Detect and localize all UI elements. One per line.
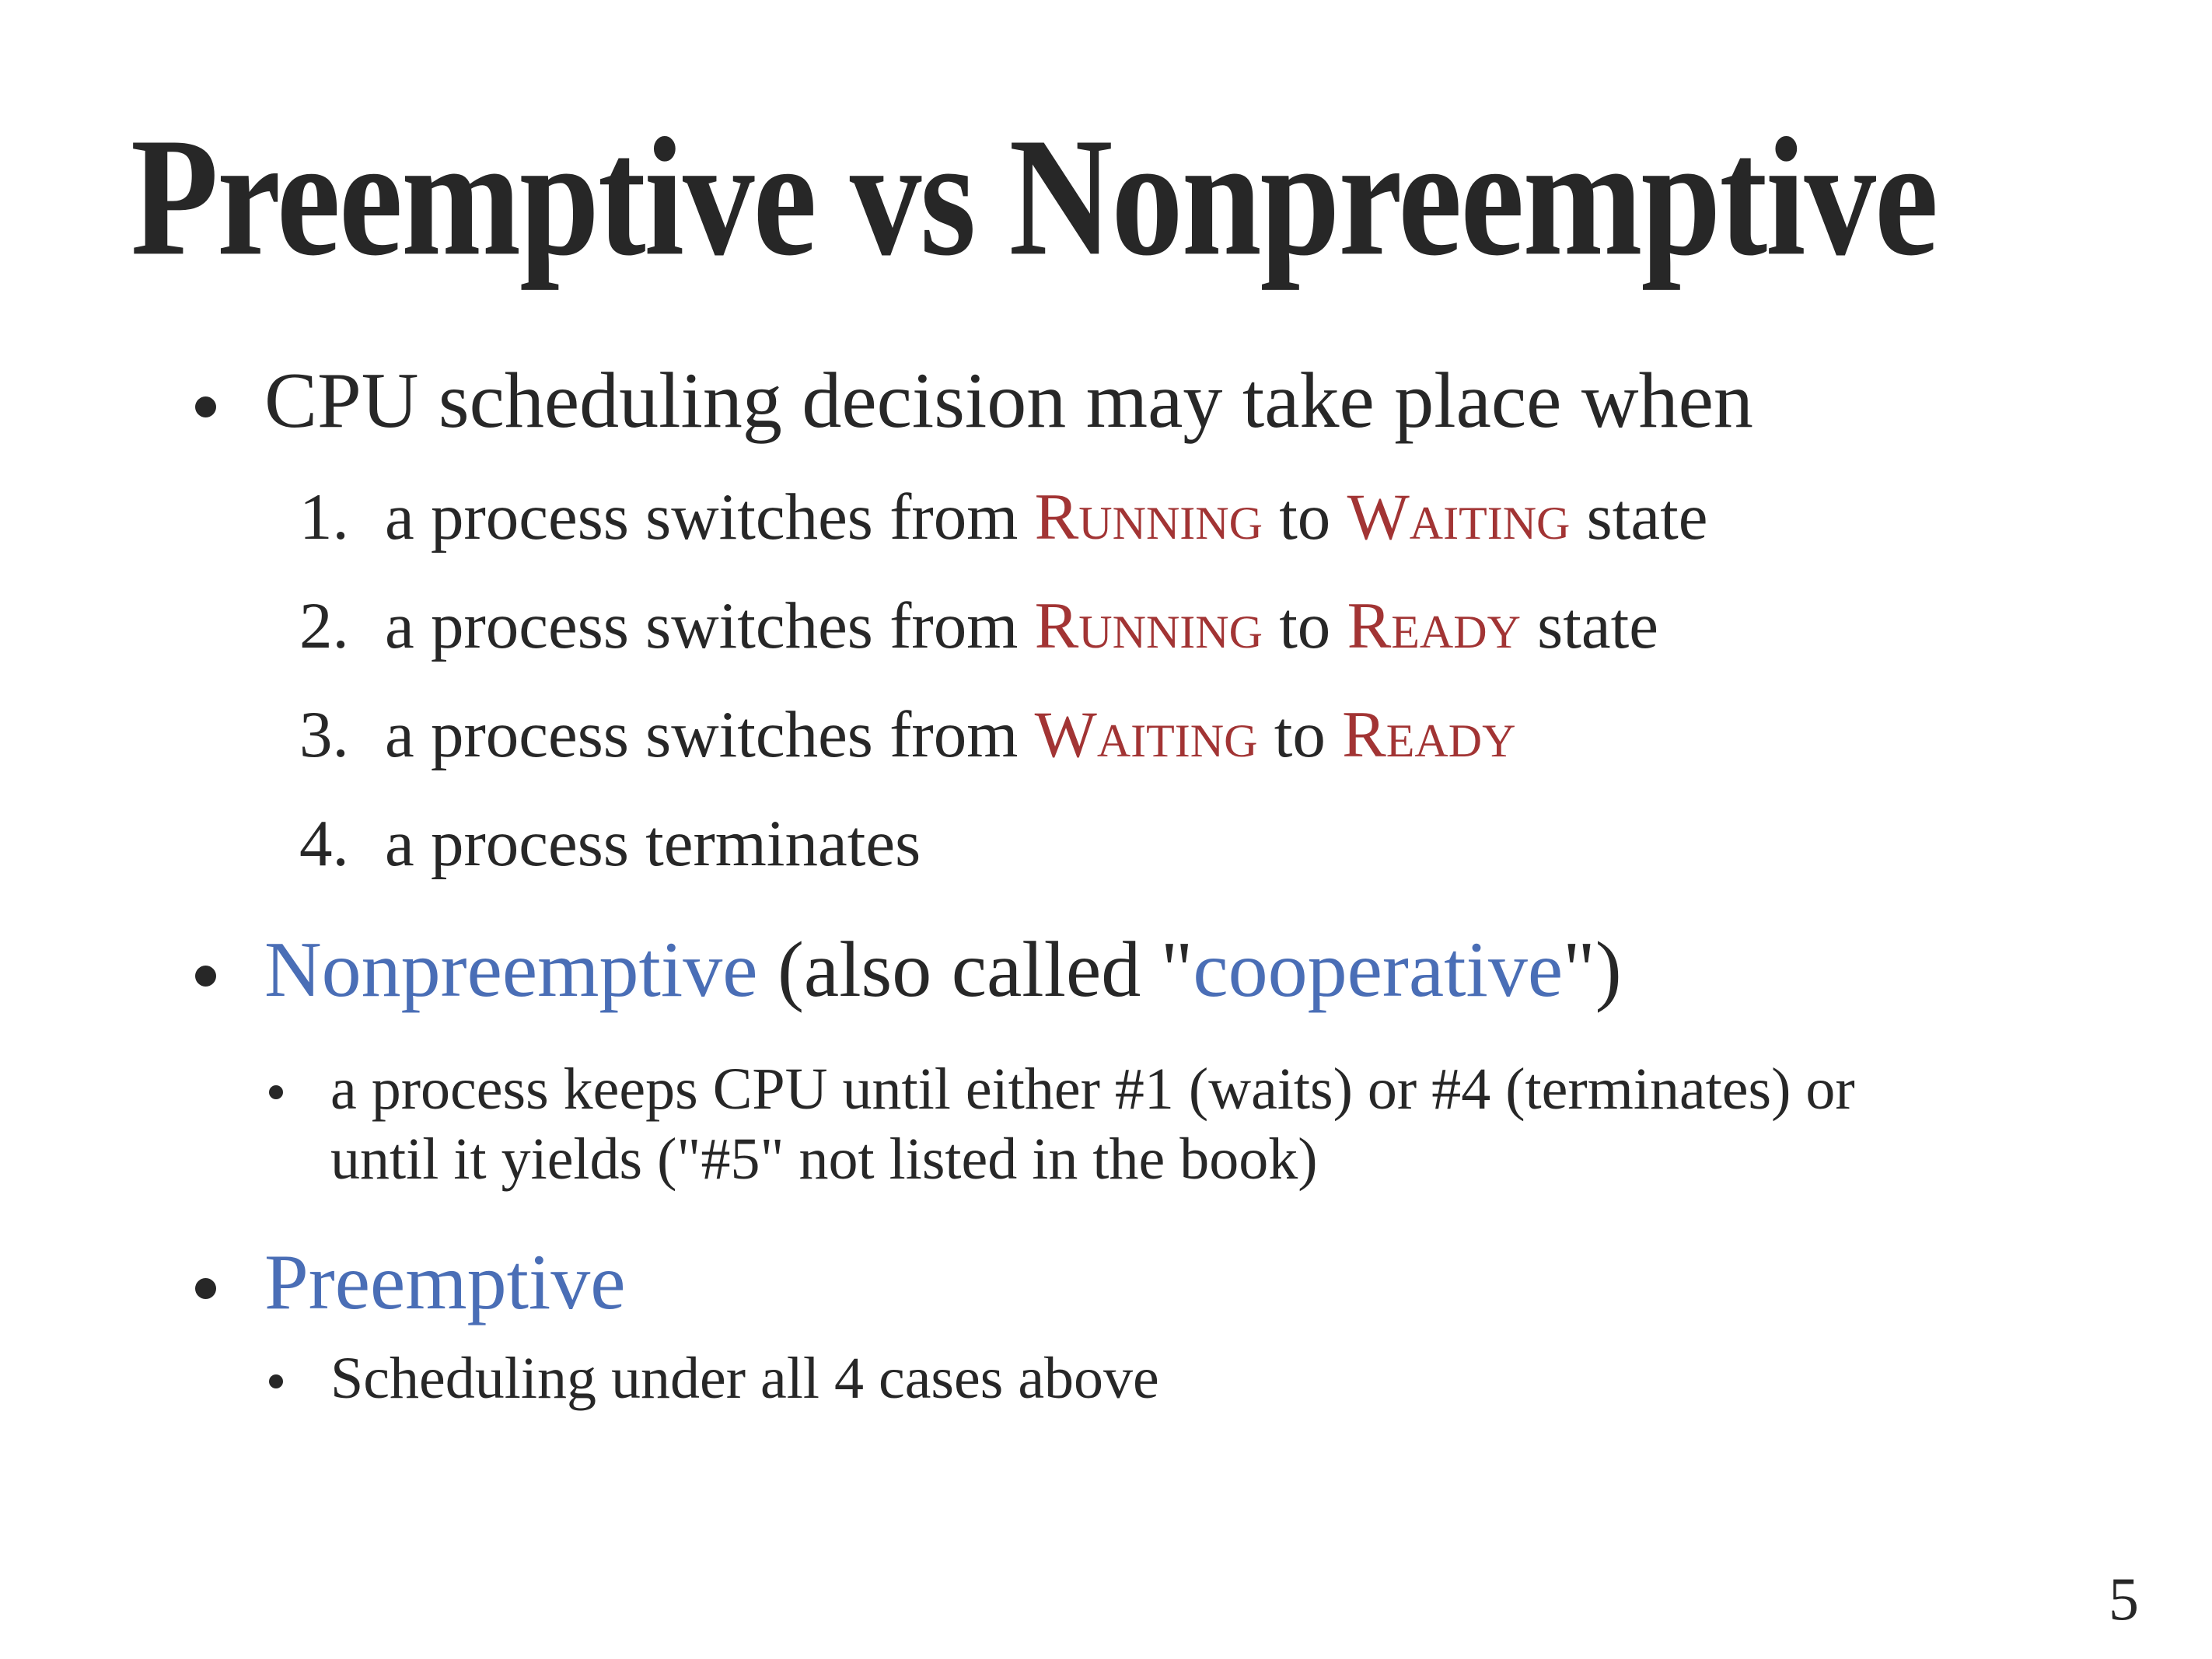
item-number: 4. [299, 807, 349, 880]
bullet-icon [195, 396, 216, 417]
state-name: Running [1034, 480, 1263, 554]
item-text: a process switches from [385, 698, 1035, 771]
sub-bullet-scheduling: Scheduling under all 4 cases above [330, 1349, 1159, 1408]
bullet-preemptive: Preemptive [264, 1243, 626, 1322]
numbered-item-4: 4. a process terminates [299, 811, 921, 877]
item-text: state [1570, 480, 1708, 554]
bullet-text: (also called " [757, 926, 1193, 1014]
nonpreemptive-label: Nonpreemptive [264, 926, 758, 1014]
bullet-cpu-scheduling: CPU scheduling decision may take place w… [264, 361, 1753, 441]
cooperative-label: cooperative [1193, 926, 1564, 1014]
bullet-nonpreemptive: Nonpreemptive (also called "cooperative"… [264, 931, 1622, 1010]
numbered-item-2: 2. a process switches from Running to Rea… [299, 593, 1658, 659]
bullet-text: ") [1563, 926, 1622, 1014]
sub-bullet-text: Scheduling under all 4 cases above [330, 1346, 1159, 1411]
item-text: state [1520, 589, 1658, 662]
sub-bullet-icon [269, 1085, 283, 1099]
bullet-icon [195, 966, 216, 987]
item-text: a process switches from [385, 589, 1035, 662]
item-number: 1. [299, 480, 349, 554]
state-name: Running [1034, 589, 1263, 662]
slide-title: Preemptive vs Nonpreemptive [131, 103, 1938, 292]
item-text: a process terminates [385, 807, 921, 880]
sub-bullet-text: a process keeps CPU until either #1 (wai… [330, 1057, 1855, 1122]
item-number: 3. [299, 698, 349, 771]
state-name: Ready [1347, 589, 1521, 662]
state-name: Waiting [1034, 698, 1258, 771]
sub-bullet-icon [269, 1374, 283, 1388]
sub-bullet-keeps-cpu-line2: until it yields ("#5" not listed in the … [330, 1130, 1318, 1189]
preemptive-label: Preemptive [264, 1238, 626, 1326]
page-number: 5 [2109, 1565, 2139, 1633]
state-name: Ready [1342, 698, 1516, 771]
item-text: a process switches from [385, 480, 1035, 554]
numbered-item-3: 3. a process switches from Waiting to Rea… [299, 702, 1515, 768]
state-name: Waiting [1347, 480, 1571, 554]
bullet-icon [195, 1278, 216, 1299]
item-number: 2. [299, 589, 349, 662]
item-text: to [1262, 480, 1347, 554]
item-text: to [1257, 698, 1343, 771]
item-text: to [1262, 589, 1347, 662]
sub-bullet-text: until it yields ("#5" not listed in the … [330, 1126, 1318, 1192]
sub-bullet-keeps-cpu-line1: a process keeps CPU until either #1 (wai… [330, 1060, 1855, 1119]
numbered-item-1: 1. a process switches from Running to Wai… [299, 484, 1707, 550]
bullet-text: CPU scheduling decision may take place w… [264, 357, 1753, 445]
